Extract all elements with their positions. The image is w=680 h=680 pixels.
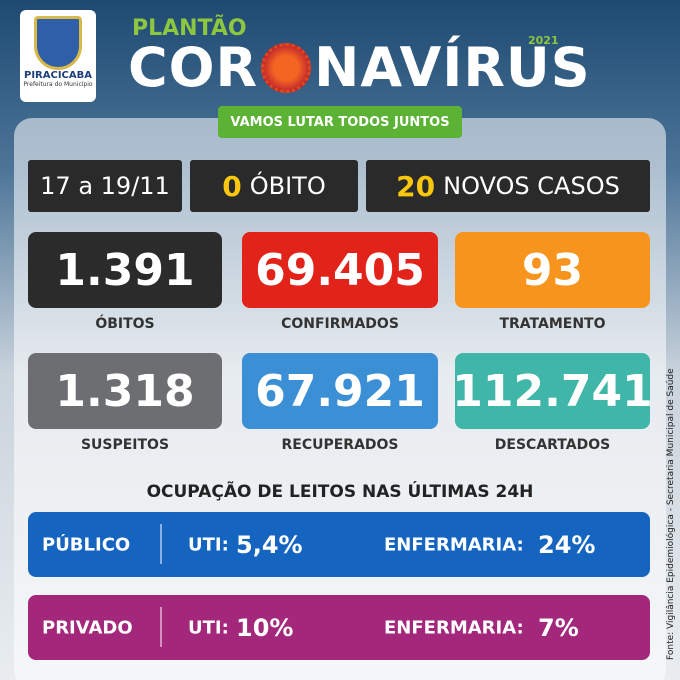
- uti-value: 10%: [236, 613, 294, 642]
- separator: [160, 607, 162, 647]
- cases-label: NOVOS CASOS: [443, 172, 620, 200]
- stat-box: 1.391: [28, 232, 222, 308]
- stat-box: 69.405: [242, 232, 438, 308]
- stat-label: TRATAMENTO: [499, 316, 606, 332]
- cases-box: 20 NOVOS CASOS: [366, 160, 650, 212]
- city: PIRACICABA: [24, 70, 92, 81]
- beds-title: OCUPAÇÃO DE LEITOS NAS ÚLTIMAS 24H: [146, 482, 534, 502]
- stat-label: CONFIRMADOS: [281, 316, 399, 332]
- stat-box: 67.921: [242, 353, 438, 429]
- bed-row: PÚBLICO UTI: 5,4% ENFERMARIA: 24%: [28, 512, 650, 577]
- stat-label: SUSPEITOS: [80, 437, 170, 453]
- virus-icon: [261, 42, 312, 93]
- ward-value: 24%: [538, 530, 596, 559]
- sector: PRIVADO: [42, 617, 133, 638]
- period-box: 17 a 19/11: [28, 160, 182, 212]
- title: COR NAVÍRUS: [128, 36, 591, 99]
- stat-label: RECUPERADOS: [281, 437, 399, 453]
- stat-box: 93: [455, 232, 650, 308]
- city-subtitle: Prefeitura do Município: [23, 81, 93, 88]
- bed-row: PRIVADO UTI: 10% ENFERMARIA: 7%: [28, 595, 650, 660]
- deaths-box: 0 ÓBITO: [190, 160, 358, 212]
- ward-label: ENFERMARIA:: [384, 534, 524, 555]
- uti-label: UTI:: [188, 617, 229, 638]
- period: 17 a 19/11: [40, 172, 170, 200]
- kicker: PLANTÃO: [132, 16, 247, 41]
- year: 2021: [528, 34, 559, 47]
- stat-label: ÓBITOS: [95, 316, 155, 332]
- stat-box: 112.741: [452, 353, 653, 429]
- ward-value: 7%: [538, 613, 579, 642]
- source: Fonte: Vigilância Epidemiológica - Secre…: [666, 368, 676, 660]
- slogan: VAMOS LUTAR TODOS JUNTOS: [218, 106, 462, 138]
- deaths-label: ÓBITO: [249, 172, 326, 200]
- logo: PIRACICABA Prefeitura do Município: [20, 10, 96, 102]
- stat-box: 1.318: [28, 353, 222, 429]
- title-left: COR: [128, 36, 259, 99]
- sector: PÚBLICO: [42, 534, 131, 555]
- stat-label: DESCARTADOS: [494, 437, 611, 453]
- crest: [34, 16, 82, 70]
- deaths-count: 0: [222, 169, 242, 203]
- uti-value: 5,4%: [236, 530, 303, 559]
- ward-label: ENFERMARIA:: [384, 617, 524, 638]
- uti-label: UTI:: [188, 534, 229, 555]
- separator: [160, 524, 162, 564]
- title-right: NAVÍRUS: [314, 36, 591, 99]
- cases-count: 20: [396, 169, 436, 203]
